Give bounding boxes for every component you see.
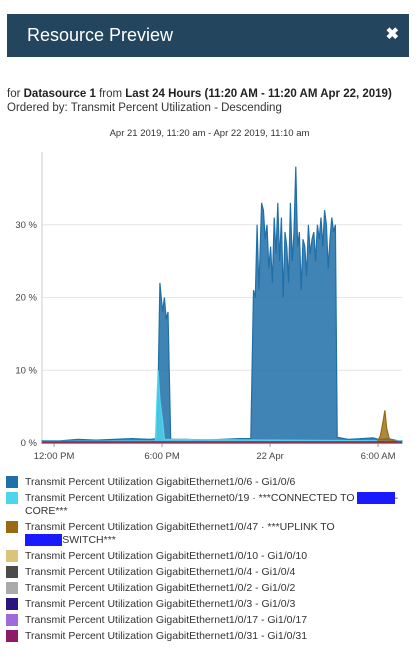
chart-legend: Transmit Percent Utilization GigabitEthe… — [6, 476, 414, 646]
ordered-by: Ordered by: Transmit Percent Utilization… — [7, 102, 282, 114]
legend-label: Transmit Percent Utilization GigabitEthe… — [25, 582, 296, 594]
close-icon[interactable]: ✖ — [385, 26, 399, 43]
legend-item[interactable]: Transmit Percent Utilization GigabitEthe… — [6, 582, 414, 595]
redacted-text: █████ — [25, 534, 63, 546]
y-tick-label: 10 % — [15, 365, 37, 376]
y-tick-label: 20 % — [15, 293, 37, 304]
utilization-chart: 0 % 10 % 20 % 30 % 12:00 PM 6:00 PM 22 Apr 6:00… — [15, 152, 403, 462]
datasource-name: Datasource 1 — [23, 88, 96, 100]
chart-title: Apr 21 2019, 11:20 am - Apr 22 2019, 11:… — [109, 128, 310, 139]
x-tick-label: 22 Apr — [256, 451, 283, 462]
legend-swatch — [6, 598, 18, 610]
legend-item[interactable]: Transmit Percent Utilization GigabitEthe… — [6, 521, 414, 547]
y-tick-label: 30 % — [15, 220, 37, 231]
legend-swatch — [6, 521, 18, 533]
legend-swatch — [6, 492, 18, 504]
time-range: Last 24 Hours (11:20 AM - 11:20 AM Apr 2… — [125, 88, 392, 100]
y-tick-label: 0 % — [21, 438, 38, 449]
legend-item[interactable]: Transmit Percent Utilization GigabitEthe… — [6, 550, 414, 563]
legend-item[interactable]: Transmit Percent Utilization GigabitEthe… — [6, 598, 414, 611]
x-tick-label: 12:00 PM — [34, 451, 75, 462]
legend-swatch — [6, 614, 18, 626]
for-label: for — [7, 88, 21, 100]
dialog-title: Resource Preview — [27, 25, 174, 45]
legend-swatch — [6, 476, 18, 488]
series-area-1 — [41, 370, 403, 444]
legend-label: Transmit Percent Utilization GigabitEthe… — [25, 566, 296, 578]
x-tick-label: 6:00 AM — [361, 451, 396, 462]
legend-label: Transmit Percent Utilization GigabitEthe… — [25, 476, 296, 488]
legend-item[interactable]: Transmit Percent Utilization GigabitEthe… — [6, 614, 414, 627]
legend-label: Transmit Percent Utilization GigabitEthe… — [25, 614, 308, 626]
series-area-0 — [41, 166, 403, 444]
legend-label: Transmit Percent Utilization GigabitEthe… — [25, 550, 308, 562]
legend-item[interactable]: Transmit Percent Utilization GigabitEthe… — [6, 492, 414, 518]
legend-swatch — [6, 566, 18, 578]
from-label: from — [99, 88, 123, 100]
legend-swatch — [6, 630, 18, 642]
datasource-info: for Datasource 1 from Last 24 Hours (11:… — [7, 87, 392, 115]
legend-item[interactable]: Transmit Percent Utilization GigabitEthe… — [6, 566, 414, 579]
legend-item[interactable]: Transmit Percent Utilization GigabitEthe… — [6, 476, 414, 489]
legend-label: Transmit Percent Utilization GigabitEthe… — [25, 630, 308, 642]
legend-label: Transmit Percent Utilization GigabitEthe… — [25, 521, 335, 546]
dialog-header: Resource Preview ✖ — [7, 14, 409, 57]
series-area-2 — [42, 410, 403, 444]
redacted-text: █████ — [357, 492, 395, 504]
legend-label: Transmit Percent Utilization GigabitEthe… — [25, 598, 296, 610]
x-tick-label: 6:00 PM — [144, 451, 179, 462]
datasource-line: for Datasource 1 from Last 24 Hours (11:… — [7, 87, 392, 101]
legend-item[interactable]: Transmit Percent Utilization GigabitEthe… — [6, 630, 414, 643]
legend-swatch — [6, 582, 18, 594]
legend-swatch — [6, 550, 18, 562]
legend-label: Transmit Percent Utilization GigabitEthe… — [25, 492, 399, 517]
